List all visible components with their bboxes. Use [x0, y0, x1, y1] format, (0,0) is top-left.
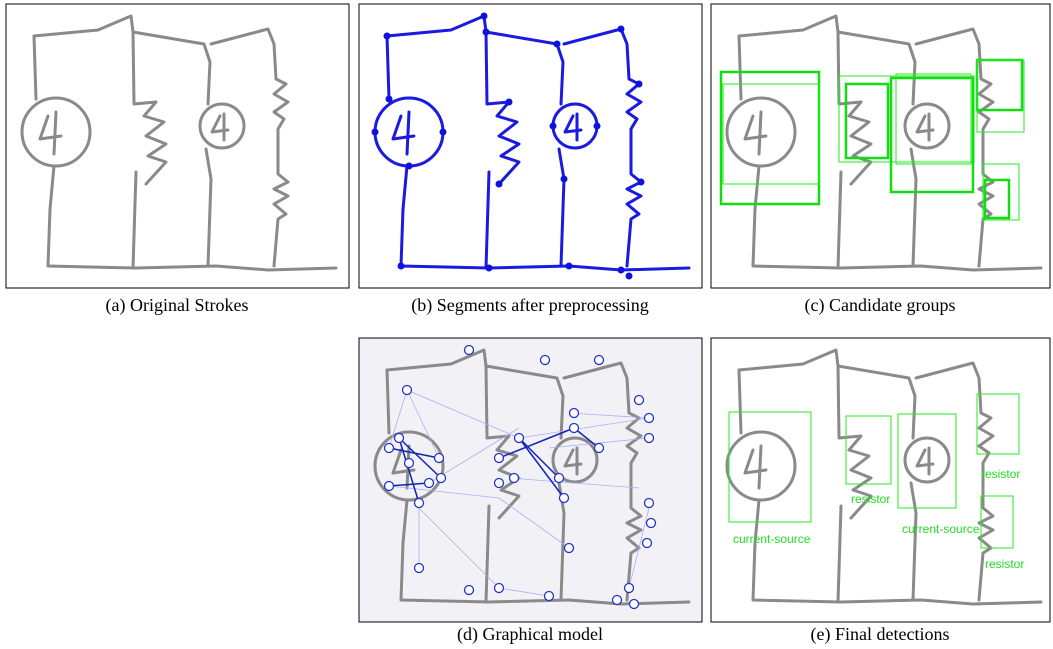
- segment-endpoints: [371, 12, 645, 280]
- detections: current-source resistor current-source r…: [728, 393, 1024, 571]
- strokes: [727, 16, 1041, 270]
- caption: (e) Final detections: [811, 624, 950, 645]
- segments: [375, 16, 689, 270]
- strokes: [22, 16, 336, 270]
- caption: (a) Original Strokes: [106, 295, 249, 316]
- frame: [710, 337, 1051, 623]
- detection-box: [980, 495, 1014, 549]
- detection-label: current-source: [902, 522, 980, 536]
- panel-e: current-source resistor current-source r…: [710, 337, 1051, 645]
- candidate-boxes: [719, 58, 1025, 221]
- detection-box: [845, 415, 892, 485]
- caption: (d) Graphical model: [457, 624, 603, 645]
- detection-box: [976, 393, 1020, 455]
- frame: [358, 3, 703, 289]
- panel-c: (c) Candidate groups: [710, 3, 1051, 316]
- detection-label: current-source: [733, 532, 811, 546]
- caption: (c) Candidate groups: [805, 295, 956, 316]
- frame: [358, 337, 703, 623]
- panel-a: (a) Original Strokes: [5, 3, 350, 316]
- detection-box: [728, 411, 812, 523]
- graph: [383, 344, 657, 610]
- detection-box: [897, 413, 957, 509]
- frame: [5, 3, 350, 289]
- detection-label: resistor: [981, 467, 1020, 481]
- detection-label: resistor: [985, 557, 1024, 571]
- caption: (b) Segments after preprocessing: [411, 295, 648, 316]
- frame: [710, 3, 1051, 289]
- panel-b: (b) Segments after preprocessing: [358, 3, 703, 316]
- detection-label: resistor: [851, 492, 890, 506]
- panel-d: (d) Graphical model: [358, 337, 703, 645]
